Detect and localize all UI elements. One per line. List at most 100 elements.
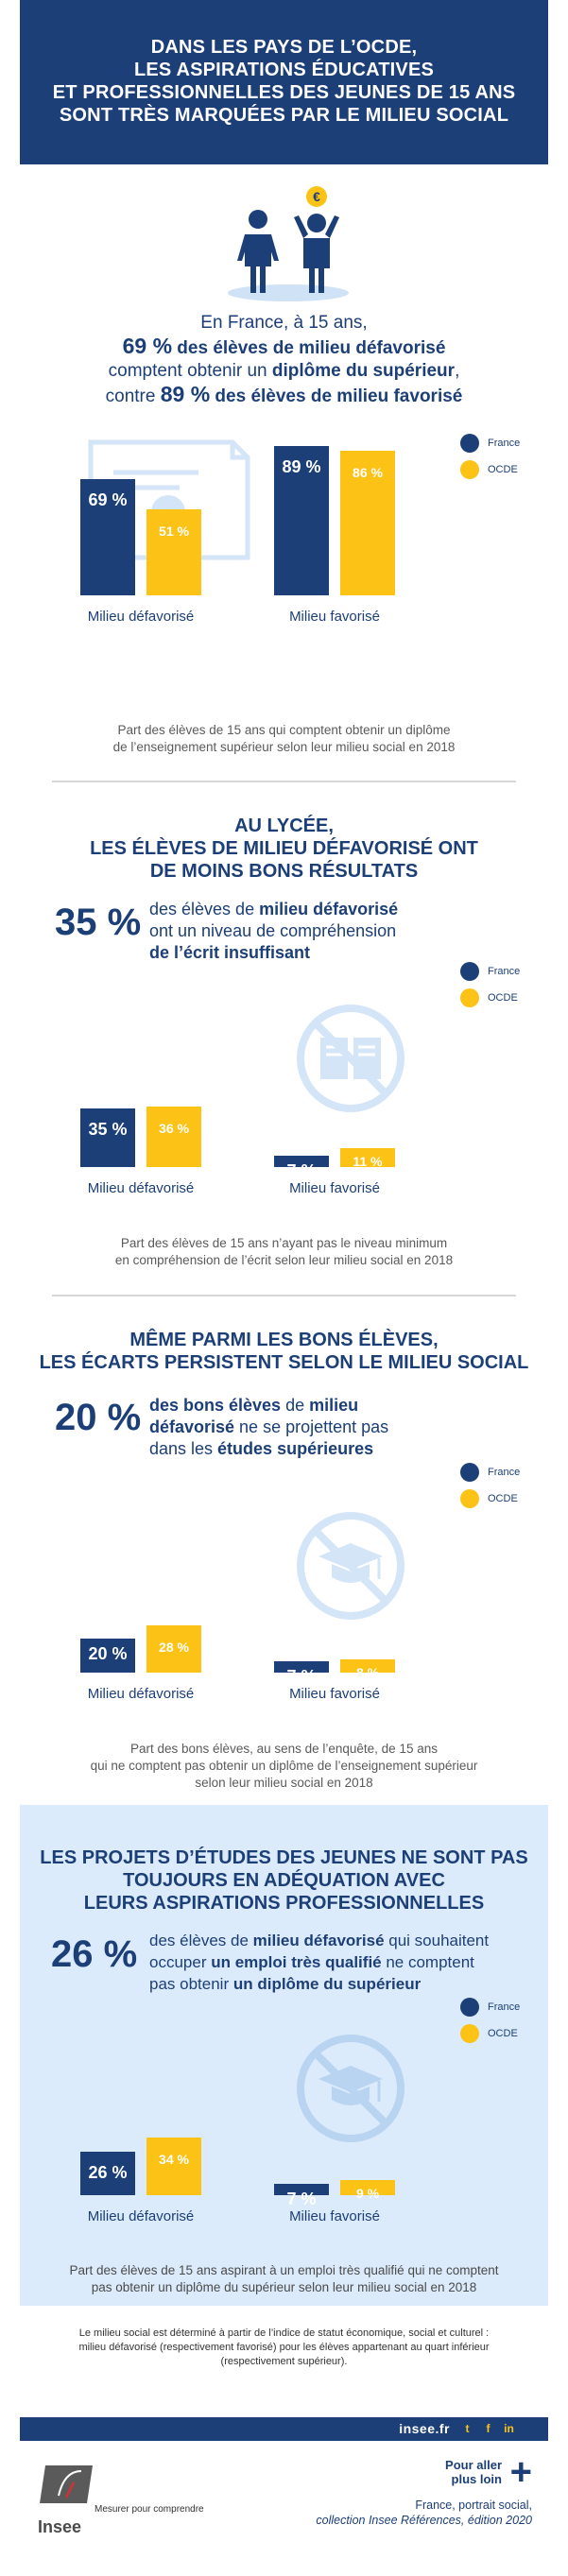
title-line: LES PROJETS D’ÉTUDES DES JEUNES NE SONT … <box>40 1847 528 1868</box>
kpi-text-part: dans les <box>149 1439 218 1458</box>
category-label: Milieu défavorisé <box>87 1180 195 1196</box>
twitter-icon[interactable]: t <box>465 2422 470 2435</box>
svg-text:€: € <box>313 189 320 204</box>
legend-label: France <box>488 966 521 977</box>
kpi-bold: milieu défavorisé <box>259 900 399 919</box>
bar-ocde: 28 % <box>146 1625 201 1673</box>
kpi-block: 20 % des bons élèves de milieu défavoris… <box>55 1395 508 1472</box>
bar-value-label: 11 % <box>353 1154 383 1169</box>
intro-line: comptent obtenir un diplôme du supérieur… <box>38 360 530 383</box>
kpi-line: occuper un emploi très qualifié ne compt… <box>149 1951 489 1973</box>
bar-ocde: 51 % <box>146 509 201 595</box>
more-line: Pour aller <box>445 2458 502 2472</box>
intro-bold: diplôme du supérieur <box>271 361 456 381</box>
methodology-note: Le milieu social est déterminé à partir … <box>38 2327 530 2369</box>
kpi-text-part: de <box>281 1396 310 1415</box>
kpi-value: 26 % <box>51 1933 138 1975</box>
category-label: Milieu favorisé <box>289 1686 380 1702</box>
bar-france: 26 % <box>80 2152 135 2195</box>
slogan: Mesurer pour comprendre <box>95 2504 204 2515</box>
infographic-header: DANS LES PAYS DE L’OCDE, LES ASPIRATIONS… <box>20 0 548 164</box>
kpi-text-part: pas obtenir <box>149 1975 233 1993</box>
bar-value-label: 26 % <box>88 2163 128 2182</box>
intro-bold: des élèves de milieu défavorisé <box>172 338 446 358</box>
bar-value-label: 35 % <box>88 1120 128 1139</box>
legend-item: OCDE <box>460 987 520 1008</box>
reference-line: collection Insee Références, édition 202… <box>316 2513 532 2528</box>
bar-value-label: 8 % <box>355 1665 380 1680</box>
header-line: LES ASPIRATIONS ÉDUCATIVES <box>133 60 435 80</box>
kpi-bold: milieu <box>309 1396 359 1415</box>
kpi-text: des bons élèves de milieu défavorisé ne … <box>149 1395 388 1460</box>
site-link[interactable]: insee.fr <box>399 2421 450 2436</box>
bar-value-label: 51 % <box>159 524 189 539</box>
legend-item: OCDE <box>460 1488 520 1509</box>
title-line: LEURS ASPIRATIONS PROFESSIONNELLES <box>83 1893 485 1914</box>
kpi-bold: milieu défavorisé <box>252 1932 385 1949</box>
reference-collection: collection Insee Références, édition 202… <box>316 2514 532 2527</box>
reference: France, portrait social, collection Inse… <box>316 2498 532 2528</box>
bar-ocde: 86 % <box>340 451 395 595</box>
plus-icon[interactable]: + <box>509 2451 532 2493</box>
legend-swatch-france <box>460 434 479 453</box>
chart-higher-education: 69 % 51 % Milieu défavorisé 89 % 86 % Milieu … <box>80 430 525 625</box>
insee-logo-icon[interactable] <box>38 2462 104 2515</box>
legend-swatch-france <box>460 1463 479 1482</box>
caption-line: Part des bons élèves, au sens de l’enquê… <box>130 1742 438 1756</box>
bar-value-label: 86 % <box>353 465 383 480</box>
category-label: Milieu défavorisé <box>87 2208 195 2224</box>
kpi-text: des élèves de milieu défavorisé ont un n… <box>149 899 398 964</box>
legend-swatch-ocde <box>460 460 479 479</box>
legend-label: France <box>488 2001 521 2013</box>
bar-ocde: 9 % <box>340 2180 395 2201</box>
no-graduation-icon <box>297 2035 404 2142</box>
intro-text: En France, à 15 ans, 69 % des élèves de … <box>38 312 530 408</box>
bar-france: 89 % <box>274 446 329 595</box>
caption-line: qui ne comptent pas obtenir un diplôme d… <box>90 1759 478 1773</box>
caption-line: de l’enseignement supérieur selon leur m… <box>112 740 456 754</box>
bar-ocde: 34 % <box>146 2138 201 2195</box>
header-line: SONT TRÈS MARQUÉES PAR LE MILIEU SOCIAL <box>59 105 509 126</box>
insee-logo-text: Insee <box>38 2517 82 2536</box>
intro-text-part: comptent obtenir un <box>108 361 272 381</box>
category-label: Milieu défavorisé <box>87 1686 195 1702</box>
legend-label: OCDE <box>488 992 518 1004</box>
no-book-icon <box>297 1005 404 1112</box>
bar-france: 7 % <box>274 2184 329 2208</box>
legend-label: France <box>488 438 521 449</box>
category-label: Milieu favorisé <box>289 1180 380 1196</box>
kpi-bold: un diplôme du supérieur <box>232 1975 422 1993</box>
kpi-block: 26 % des élèves de milieu défavorisé qui… <box>51 1932 524 2009</box>
footnote-line: Le milieu social est déterminé à partir … <box>78 2327 490 2339</box>
kpi-line: défavorisé ne se projettent pas <box>149 1417 388 1438</box>
legend-item: OCDE <box>460 459 520 480</box>
intro-bold: des élèves de milieu favorisé <box>210 386 463 406</box>
bar-france: 35 % <box>80 1108 135 1167</box>
no-graduation-icon <box>297 1512 404 1620</box>
kpi-text-part: ne comptent <box>381 1953 474 1971</box>
students-icon: € <box>228 186 349 301</box>
chart-qualified-jobs: 26 % 34 % Milieu défavorisé 7 % 9 % Milieu fa… <box>80 2030 525 2224</box>
legend: France OCDE <box>460 433 520 486</box>
divider <box>52 1295 516 1297</box>
caption-line: pas obtenir un diplôme du supérieur selo… <box>91 2280 477 2294</box>
legend: France OCDE <box>460 961 520 1014</box>
category-label: Milieu favorisé <box>289 2208 380 2224</box>
legend-swatch-ocde <box>460 1489 479 1508</box>
kpi-text-part: occuper <box>149 1953 212 1971</box>
chart-caption: Part des bons élèves, au sens de l’enquê… <box>38 1741 530 1792</box>
footnote-line: (respectivement supérieur). <box>220 2356 348 2367</box>
legend-label: OCDE <box>488 1493 518 1504</box>
bar-value-label: 28 % <box>159 1640 189 1655</box>
section-title: LES PROJETS D’ÉTUDES DES JEUNES NE SONT … <box>28 1846 540 1915</box>
title-line: DE MOINS BONS RÉSULTATS <box>149 861 419 882</box>
kpi-line: des bons élèves de milieu <box>149 1395 388 1417</box>
highlight-panel <box>20 1805 548 2306</box>
chart-caption: Part des élèves de 15 ans aspirant à un … <box>38 2262 530 2296</box>
further-reading-label[interactable]: Pour aller plus loin <box>445 2458 502 2486</box>
linkedin-icon[interactable]: in <box>504 2422 514 2435</box>
kpi-line: dans les études supérieures <box>149 1438 388 1460</box>
bar-value-label: 7 % <box>286 2190 317 2208</box>
facebook-icon[interactable]: f <box>486 2422 491 2435</box>
title-line: TOUJOURS EN ADÉQUATION AVEC <box>123 1870 445 1891</box>
